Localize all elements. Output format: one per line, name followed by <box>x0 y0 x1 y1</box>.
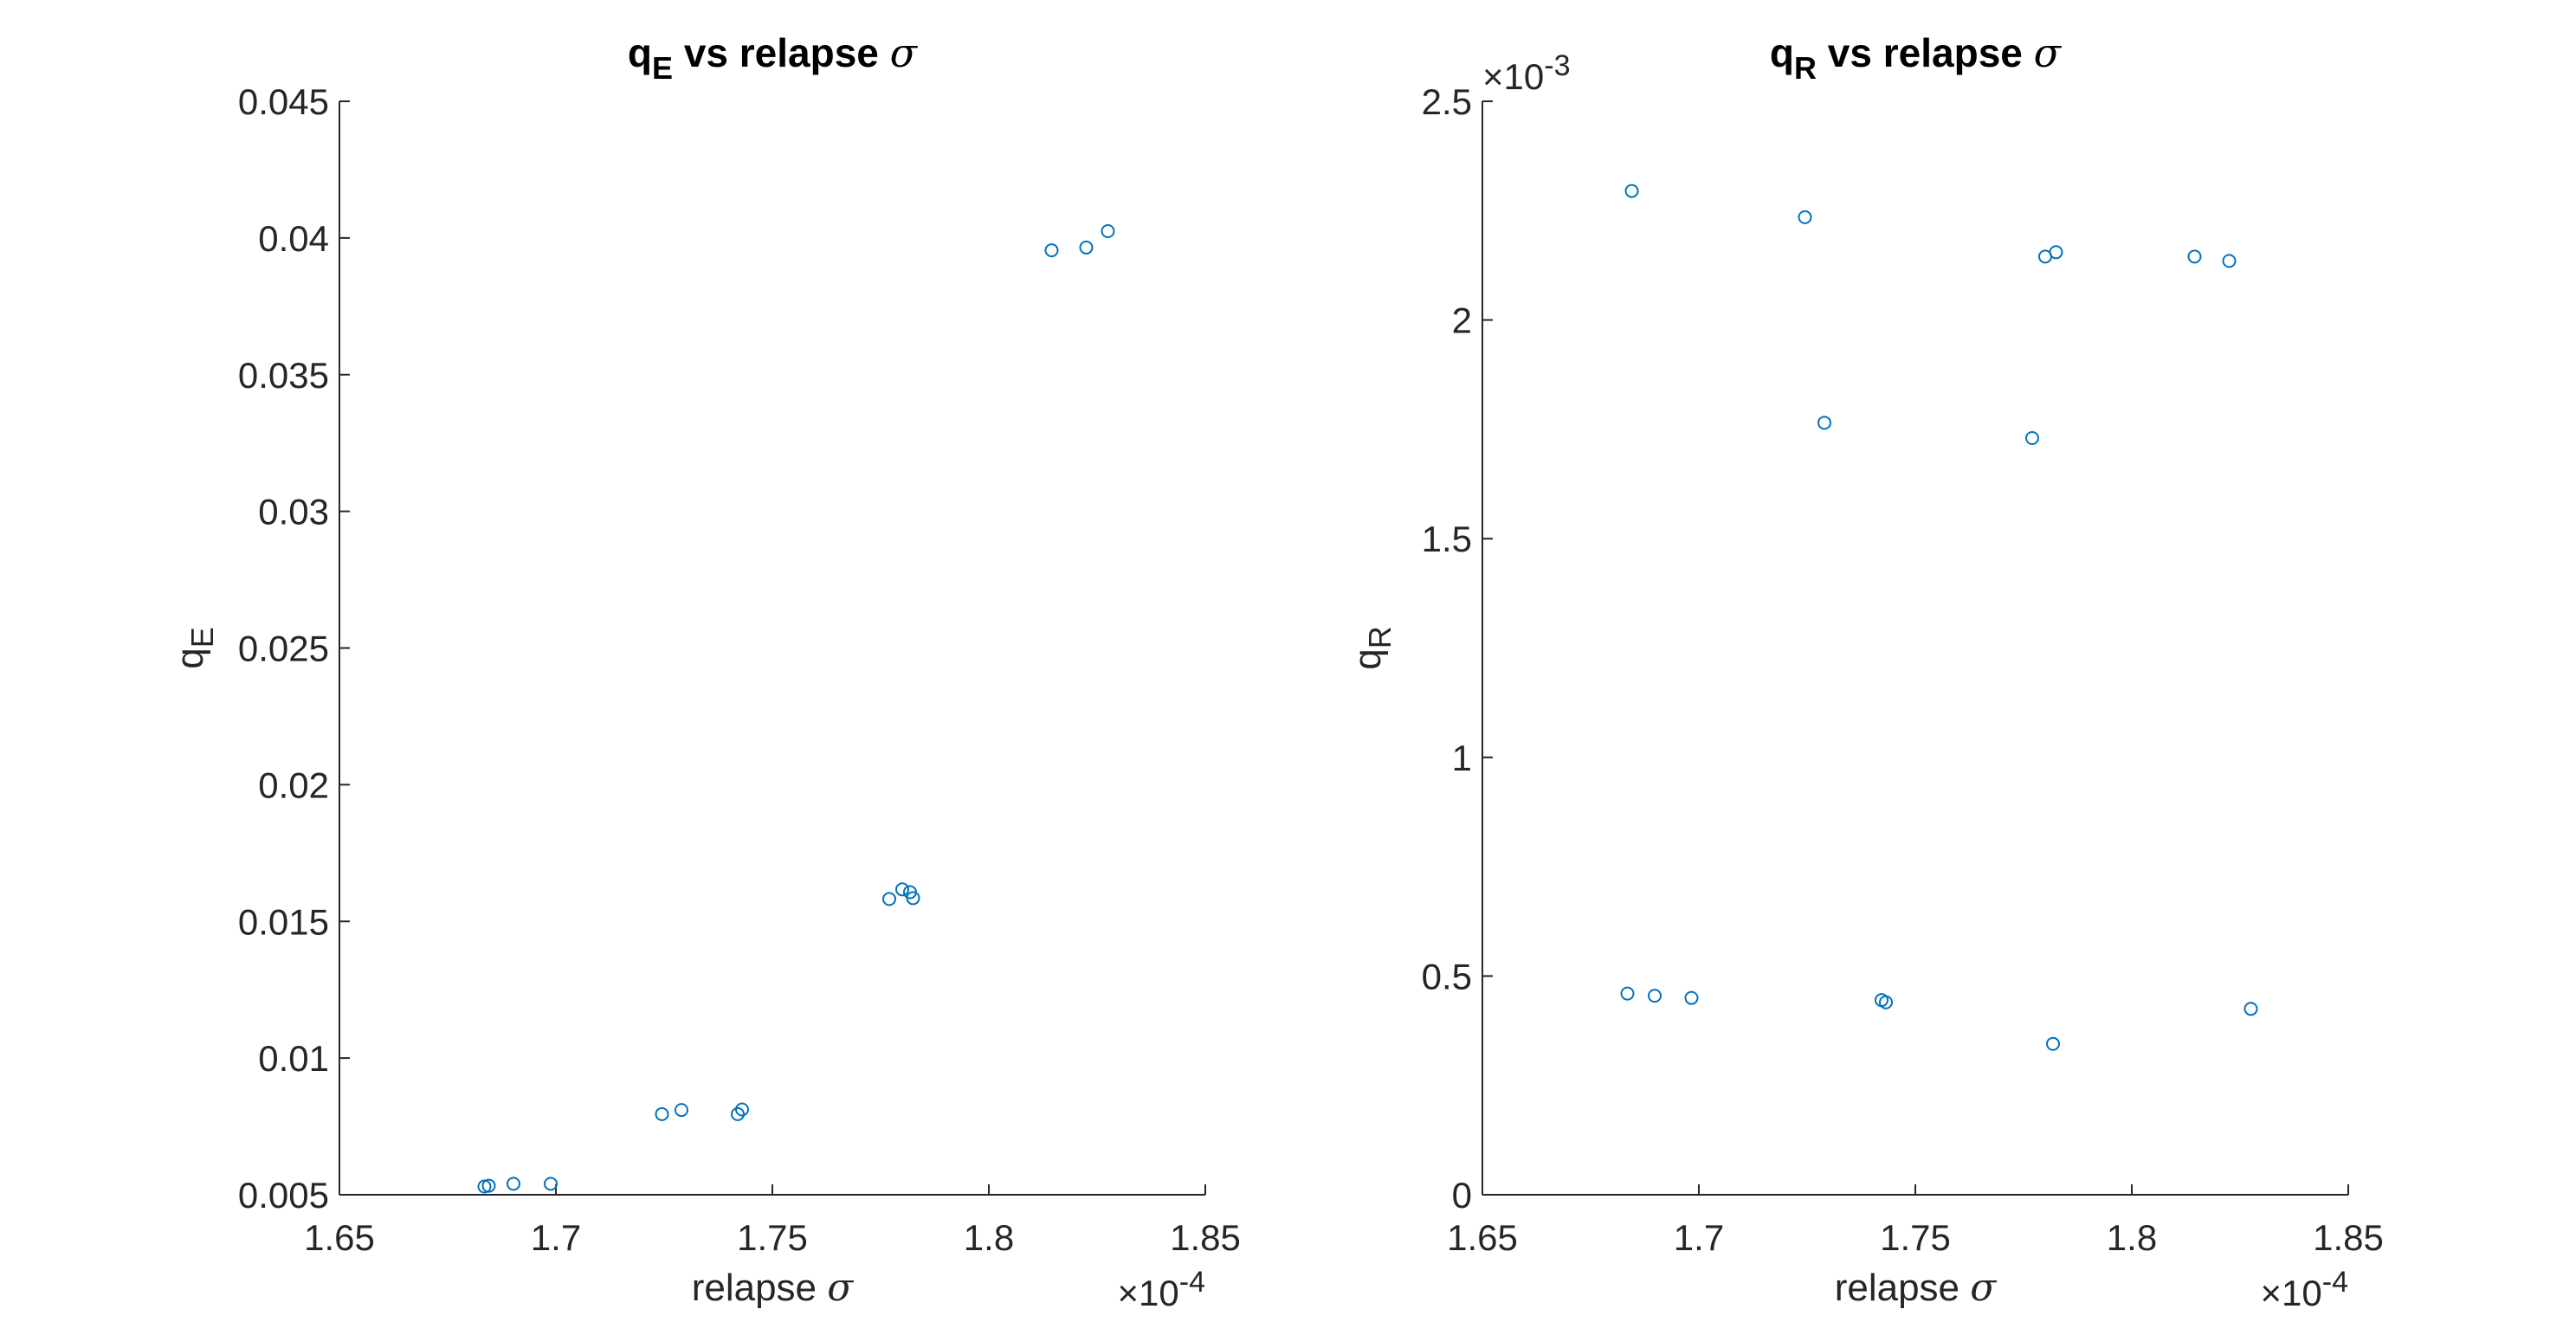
data-point <box>1101 223 1115 238</box>
y-tick-label: 0.015 <box>238 901 329 942</box>
data-point <box>1879 995 1893 1009</box>
data-point <box>1044 243 1059 258</box>
y-tick-label: 0.025 <box>238 629 329 669</box>
data-point <box>2046 1036 2060 1051</box>
data-point <box>1079 240 1094 255</box>
y-tick-label: 0.045 <box>238 81 329 122</box>
data-point <box>2222 254 2237 268</box>
data-point <box>731 1106 745 1121</box>
y-exponent-label: ×10-3 <box>1482 49 1570 97</box>
chart-2: 1.65 1.7 1.75 1.8 1.85 0 0.5 1 1.5 2 2.5 ×10-4 ×10-3… <box>1346 29 2384 1313</box>
chart-title: qR vs relapse σ <box>1770 29 2063 86</box>
x-tick-label: 1.7 <box>531 1217 581 1258</box>
data-point <box>895 882 909 897</box>
data-point <box>2049 245 2063 260</box>
x-tick-label: 1.7 <box>1674 1217 1724 1258</box>
y-tick-label: 2.5 <box>1422 81 1472 122</box>
x-tick-label: 1.65 <box>1447 1217 1518 1258</box>
data-point <box>2244 1002 2258 1016</box>
x-tick-label: 1.85 <box>2313 1217 2384 1258</box>
y-tick-label: 0 <box>1452 1175 1472 1216</box>
data-point <box>1648 989 1662 1003</box>
scatter-points <box>1620 184 2258 1051</box>
x-tick-label: 1.75 <box>737 1217 808 1258</box>
x-tick-label: 1.75 <box>1880 1217 1951 1258</box>
x-tick-label: 1.85 <box>1170 1217 1241 1258</box>
chart-1: 1.65 1.7 1.75 1.8 1.85 0.005 0.01 0.015 0.02 0.02… <box>169 29 1241 1313</box>
y-tick-label: 0.005 <box>238 1175 329 1216</box>
y-tick-label: 1.5 <box>1422 519 1472 559</box>
data-point <box>544 1177 558 1191</box>
data-point <box>655 1106 669 1121</box>
y-tick-label: 0.02 <box>258 764 329 805</box>
data-point <box>2025 431 2039 446</box>
x-axis-label: relapse σ <box>1835 1266 1998 1310</box>
x-axis-label: relapse σ <box>692 1266 855 1310</box>
data-point <box>1798 210 1812 224</box>
y-tick-label: 2 <box>1452 300 1472 341</box>
data-point <box>906 891 920 906</box>
y-tick-label: 0.03 <box>258 492 329 532</box>
data-point <box>1624 184 1639 198</box>
data-point <box>1620 986 1635 1001</box>
x-tick-label: 1.65 <box>304 1217 375 1258</box>
data-point <box>2187 249 2202 264</box>
scatter-points <box>477 223 1115 1194</box>
data-point <box>735 1102 749 1117</box>
data-point <box>1817 416 1831 430</box>
data-point <box>481 1178 496 1193</box>
x-tick-label: 1.8 <box>964 1217 1014 1258</box>
y-tick-label: 0.01 <box>258 1038 329 1079</box>
x-exponent-label: ×10-4 <box>2261 1266 2348 1313</box>
x-exponent-label: ×10-4 <box>1118 1266 1205 1313</box>
chart-title: qE vs relapse σ <box>628 29 919 86</box>
y-tick-label: 1 <box>1452 738 1472 778</box>
y-axis-label: qR <box>1346 626 1398 669</box>
y-tick-label: 0.04 <box>258 218 329 259</box>
y-axis-label: qE <box>169 627 220 669</box>
x-tick-label: 1.8 <box>2107 1217 2157 1258</box>
data-point <box>1684 990 1699 1005</box>
y-tick-label: 0.5 <box>1422 956 1472 996</box>
data-point <box>882 892 896 906</box>
data-point <box>675 1103 688 1118</box>
data-point <box>507 1177 520 1191</box>
y-tick-label: 0.035 <box>238 355 329 396</box>
